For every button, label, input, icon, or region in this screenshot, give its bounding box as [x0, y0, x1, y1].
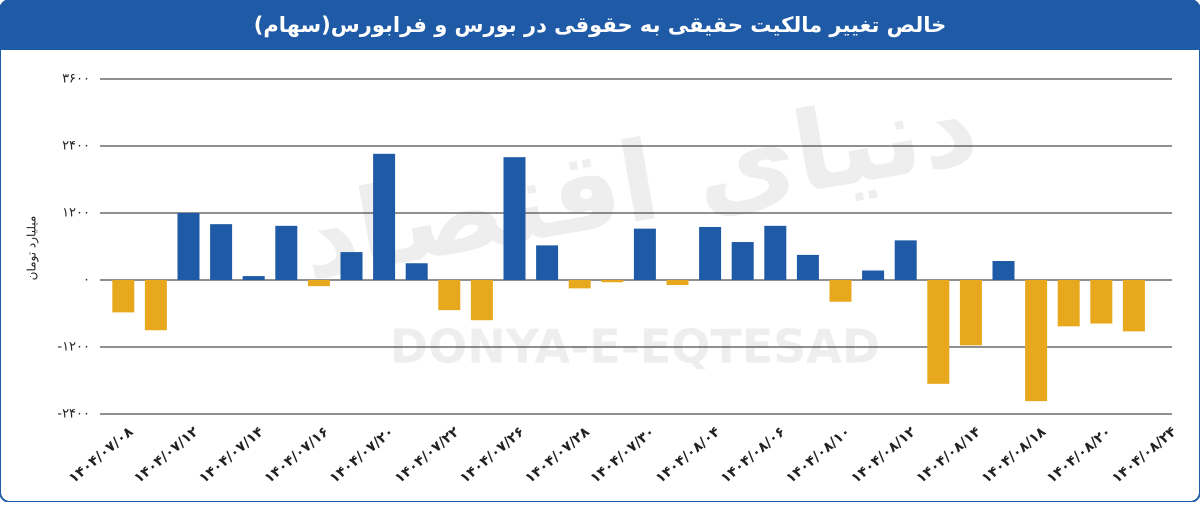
bar [536, 245, 559, 280]
bar [894, 240, 917, 280]
bar [405, 263, 428, 280]
bar [862, 270, 885, 280]
bar [1057, 280, 1080, 327]
bar [438, 280, 461, 311]
bar [959, 280, 982, 346]
bar [177, 213, 200, 280]
bar [1025, 280, 1048, 402]
bar [731, 242, 754, 280]
chart-title: خالص تغییر مالکیت حقیقی به حقوقی در بورس… [254, 13, 946, 37]
y-tick-label: ۲۴۰۰ [62, 139, 90, 154]
y-tick-label: ۱۲۰۰ [62, 206, 90, 221]
bar [829, 280, 852, 302]
y-tick-label: ۳۶۰۰ [62, 72, 90, 87]
bar [764, 225, 787, 280]
bar [307, 280, 330, 287]
bar [992, 261, 1015, 280]
bar [112, 280, 135, 313]
y-axis-label: میلیارد تومان [25, 216, 40, 281]
bar [470, 280, 493, 321]
bar [1122, 280, 1145, 332]
bar [568, 280, 591, 289]
bar [927, 280, 950, 384]
bar [796, 254, 819, 280]
y-tick-label: ۰ [83, 273, 90, 288]
bar [275, 225, 298, 280]
bar [210, 224, 233, 280]
y-tick-label: -۱۲۰۰ [57, 340, 90, 355]
bar [144, 280, 167, 331]
bar [242, 276, 265, 280]
y-tick-label: -۲۴۰۰ [57, 407, 90, 422]
header-base [0, 30, 1200, 50]
bar [340, 252, 363, 280]
bar [633, 228, 656, 280]
bar [666, 280, 689, 286]
bar [503, 157, 526, 280]
bar [373, 153, 396, 280]
bar [1090, 280, 1113, 324]
bar [601, 280, 624, 283]
bar [699, 226, 722, 280]
